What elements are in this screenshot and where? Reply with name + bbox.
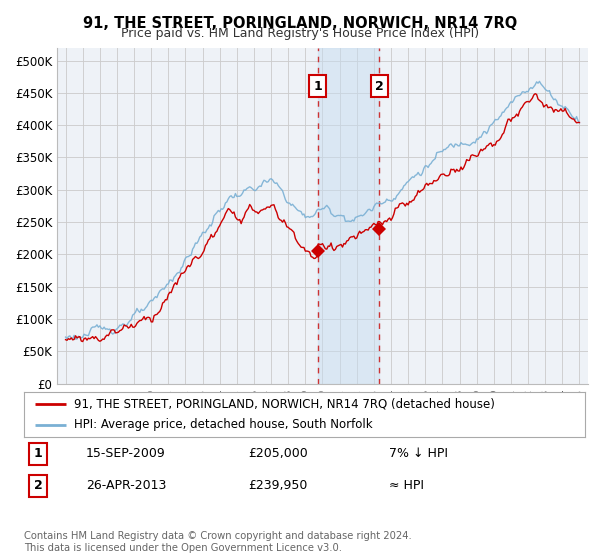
Text: HPI: Average price, detached house, South Norfolk: HPI: Average price, detached house, Sout… bbox=[74, 418, 373, 431]
Text: 15-SEP-2009: 15-SEP-2009 bbox=[86, 447, 166, 460]
Text: 2: 2 bbox=[375, 80, 384, 93]
Text: 91, THE STREET, PORINGLAND, NORWICH, NR14 7RQ: 91, THE STREET, PORINGLAND, NORWICH, NR1… bbox=[83, 16, 517, 31]
Text: £205,000: £205,000 bbox=[248, 447, 308, 460]
Text: 1: 1 bbox=[34, 447, 43, 460]
Text: 91, THE STREET, PORINGLAND, NORWICH, NR14 7RQ (detached house): 91, THE STREET, PORINGLAND, NORWICH, NR1… bbox=[74, 398, 496, 410]
Text: 26-APR-2013: 26-APR-2013 bbox=[86, 479, 166, 492]
Text: Contains HM Land Registry data © Crown copyright and database right 2024.
This d: Contains HM Land Registry data © Crown c… bbox=[24, 531, 412, 553]
Bar bbox=[317, 48, 379, 384]
Text: ≈ HPI: ≈ HPI bbox=[389, 479, 424, 492]
Text: 7% ↓ HPI: 7% ↓ HPI bbox=[389, 447, 448, 460]
Text: £239,950: £239,950 bbox=[248, 479, 308, 492]
Text: 1: 1 bbox=[313, 80, 322, 93]
Text: 2: 2 bbox=[34, 479, 43, 492]
Text: Price paid vs. HM Land Registry's House Price Index (HPI): Price paid vs. HM Land Registry's House … bbox=[121, 27, 479, 40]
